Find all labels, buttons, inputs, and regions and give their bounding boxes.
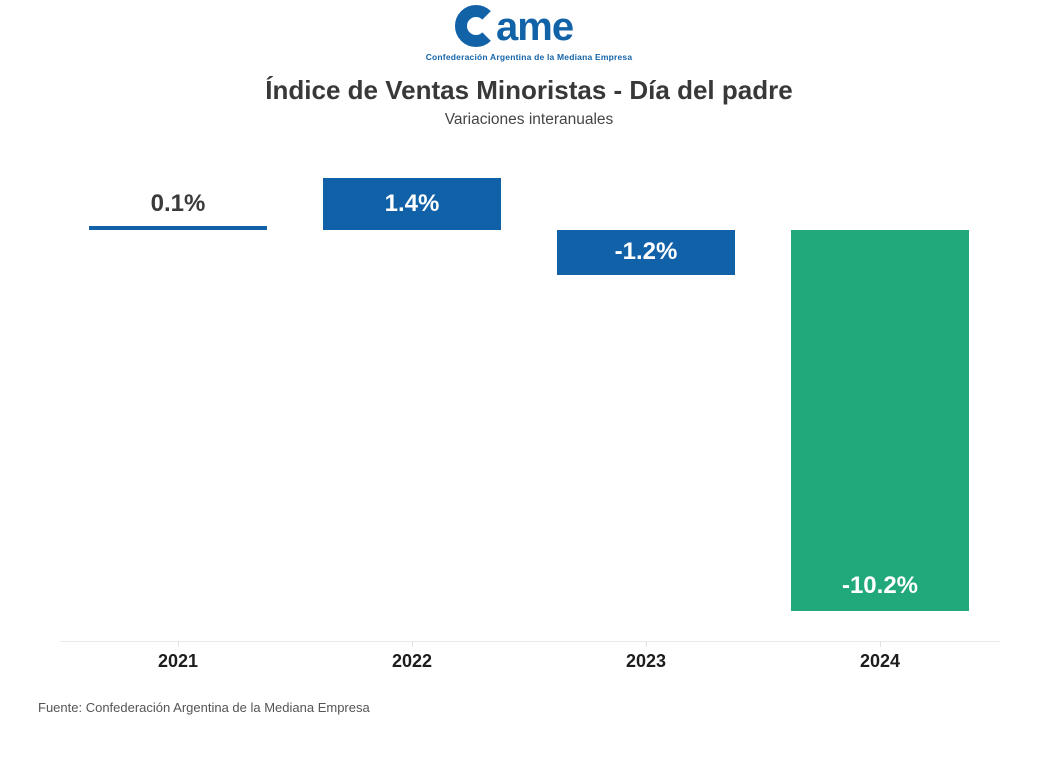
x-axis-tick-2023 [646,641,647,647]
x-axis-tick-2022 [412,641,413,647]
came-logo-c-ring [455,5,491,47]
header: ame Confederación Argentina de la Median… [0,0,1058,128]
x-axis-line [60,641,1000,642]
x-axis-label-2022: 2022 [391,651,433,671]
x-axis-label-2024: 2024 [859,651,901,671]
bar-value-label-2021: 0.1% [150,190,206,217]
x-axis-tick-2021 [178,641,179,647]
came-logo-text: ame [496,5,573,48]
bar-2022: 1.4% [323,178,501,230]
came-logo-mark: ame [455,5,574,48]
chart-subtitle: Variaciones interanuales [444,111,614,128]
bar-value-label-2024: -10.2% [841,572,919,600]
bar-value-label-2022: 1.4% [384,189,440,217]
bar-2024: -10.2% [791,230,969,611]
x-axis-tick-2024 [880,641,881,647]
came-logo: ame Confederación Argentina de la Median… [426,4,633,62]
came-logo-subtext: Confederación Argentina de la Mediana Em… [425,52,633,62]
bar-2023: -1.2% [557,230,735,275]
bar-value-label-2023: -1.2% [614,238,678,266]
bar-2021 [89,226,267,230]
source-note: Fuente: Confederación Argentina de la Me… [38,700,370,715]
chart-title: Índice de Ventas Minoristas - Día del pa… [265,75,793,105]
x-axis-label-2021: 2021 [157,651,199,671]
x-axis-label-2023: 2023 [625,651,667,671]
